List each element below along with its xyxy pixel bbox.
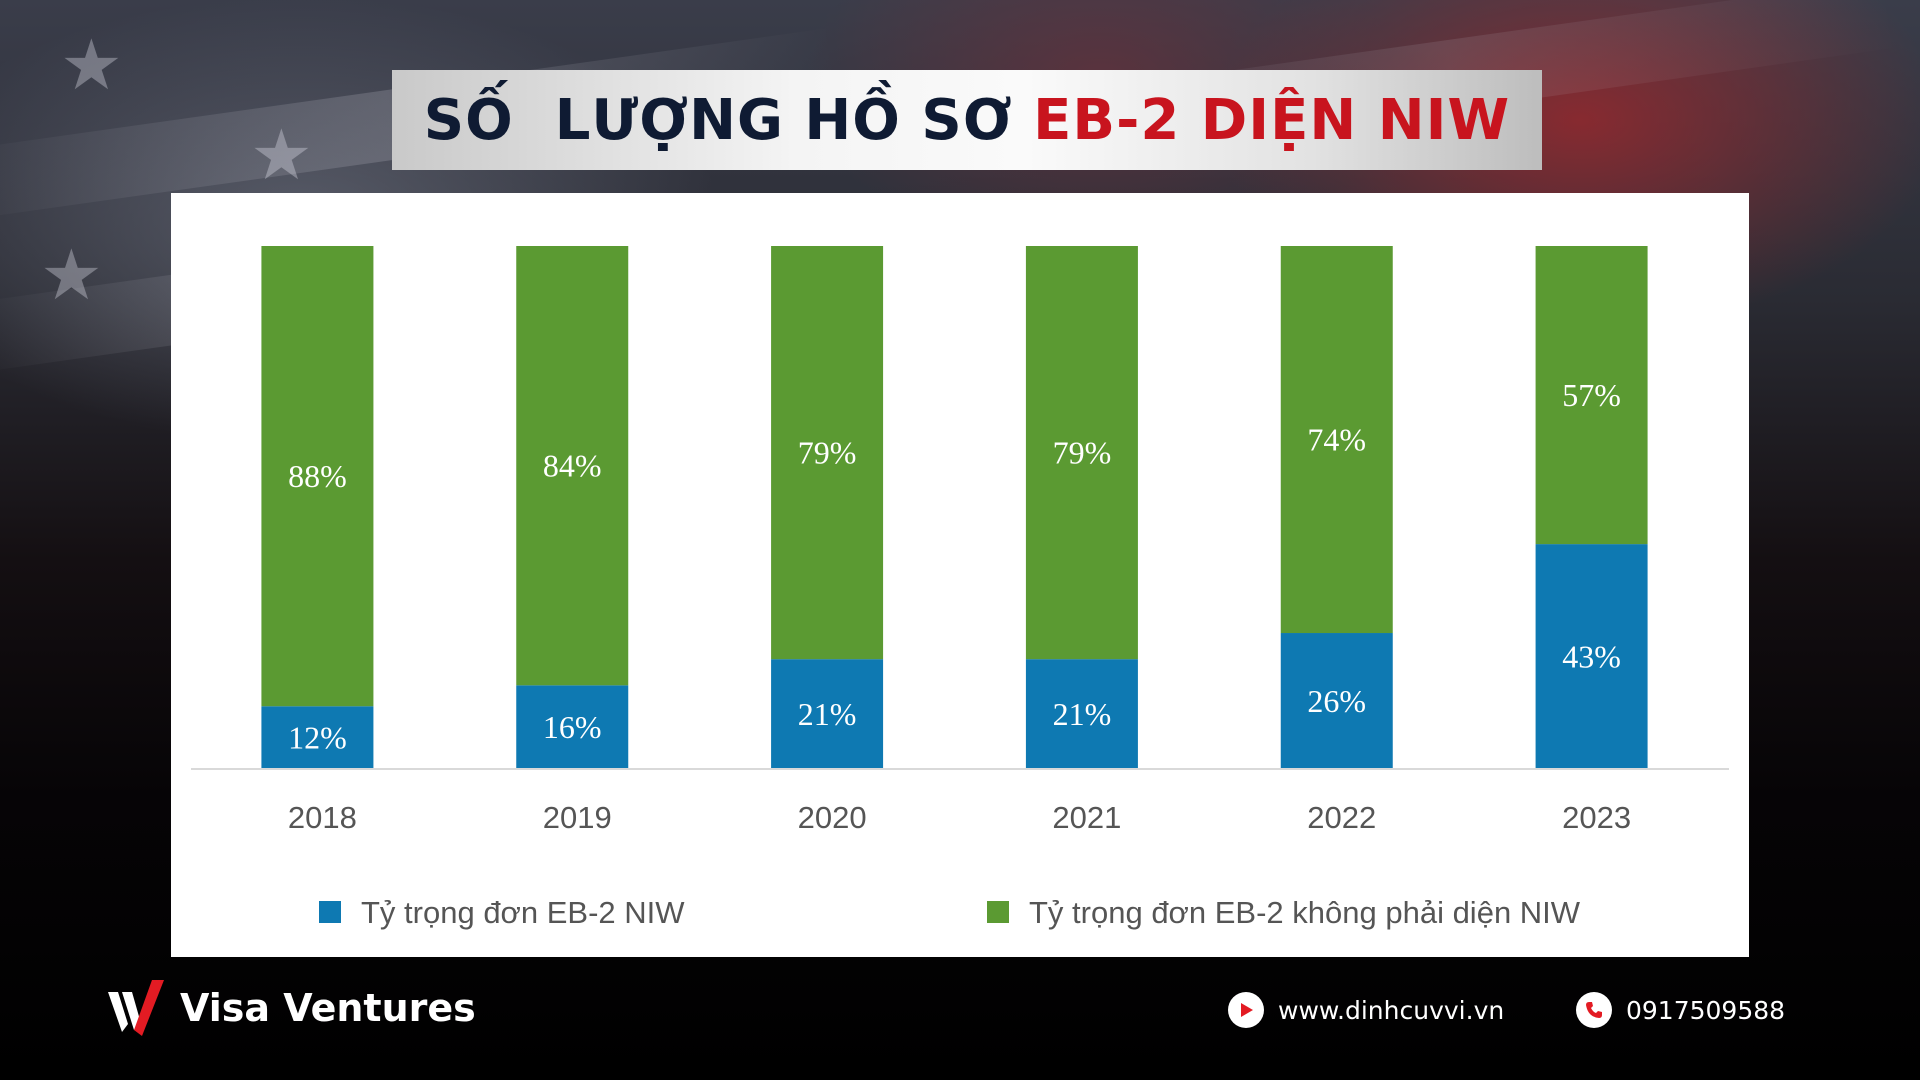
x-tick-label-2021: 2021 <box>1052 800 1121 835</box>
data-label-niw-2021: 21% <box>1053 696 1112 732</box>
data-label-non-niw-2022: 74% <box>1307 422 1366 458</box>
legend-swatch-non-niw <box>987 901 1009 923</box>
data-label-niw-2018: 12% <box>288 720 347 756</box>
bar-non-niw-2021 <box>1025 246 1138 660</box>
bar-non-niw-2018 <box>261 246 374 707</box>
bar-non-niw-2020 <box>771 246 884 660</box>
data-label-non-niw-2019: 84% <box>543 448 602 484</box>
bar-niw-2021 <box>1025 659 1138 769</box>
data-label-niw-2022: 26% <box>1307 683 1366 719</box>
footer-brand: Visa Ventures <box>108 978 476 1038</box>
legend-label-niw: Tỷ trọng đơn EB-2 NIW <box>361 895 685 930</box>
phone-icon <box>1576 992 1612 1028</box>
bar-niw-2019 <box>516 685 629 769</box>
x-tick-label-2022: 2022 <box>1307 800 1376 835</box>
phone-number[interactable]: 0917509588 <box>1626 995 1786 1025</box>
data-label-non-niw-2023: 57% <box>1562 377 1621 413</box>
x-tick-label-2020: 2020 <box>798 800 867 835</box>
x-tick-label-2019: 2019 <box>543 800 612 835</box>
website-link[interactable]: www.dinhcuvvi.vn <box>1278 995 1505 1025</box>
stacked-bar-chart: 12% 88% 2018 16% 84% 2019 21% 79% 2020 21% 79% 2021… <box>191 246 1729 930</box>
chart-card: 12% 88% 2018 16% 84% 2019 21% 79% 2020 21% 79% 2021… <box>171 193 1749 957</box>
title-part-red: EB-2 DIỆN NIW <box>1033 87 1511 153</box>
bar-niw-2018 <box>261 706 374 769</box>
data-label-niw-2019: 16% <box>543 709 602 745</box>
legend-swatch-niw <box>319 901 341 923</box>
play-icon <box>1228 992 1264 1028</box>
title-part-dark: SỐ LƯỢNG HỒ SƠ <box>423 87 1034 153</box>
data-label-non-niw-2020: 79% <box>798 435 857 471</box>
bar-non-niw-2023 <box>1535 246 1648 545</box>
data-label-niw-2020: 21% <box>798 696 857 732</box>
bar-non-niw-2019 <box>516 246 629 686</box>
x-tick-label-2018: 2018 <box>288 800 357 835</box>
title-banner: SỐ LƯỢNG HỒ SƠ EB-2 DIỆN NIW <box>392 70 1542 170</box>
brand-name: Visa Ventures <box>180 986 476 1030</box>
bar-niw-2022 <box>1280 633 1393 769</box>
phone-contact[interactable]: 0917509588 <box>1576 990 1785 1030</box>
data-label-non-niw-2021: 79% <box>1053 435 1112 471</box>
data-label-niw-2023: 43% <box>1562 639 1621 675</box>
visa-ventures-logo <box>108 980 164 1036</box>
bar-niw-2020 <box>771 659 884 769</box>
data-label-non-niw-2018: 88% <box>288 458 347 494</box>
bar-non-niw-2022 <box>1280 246 1393 634</box>
x-tick-label-2023: 2023 <box>1562 800 1631 835</box>
website-contact[interactable]: www.dinhcuvvi.vn <box>1228 990 1504 1030</box>
bar-niw-2023 <box>1535 544 1648 769</box>
page-title: SỐ LƯỢNG HỒ SƠ EB-2 DIỆN NIW <box>424 88 1510 153</box>
legend-label-non-niw: Tỷ trọng đơn EB-2 không phải diện NIW <box>1029 895 1581 930</box>
